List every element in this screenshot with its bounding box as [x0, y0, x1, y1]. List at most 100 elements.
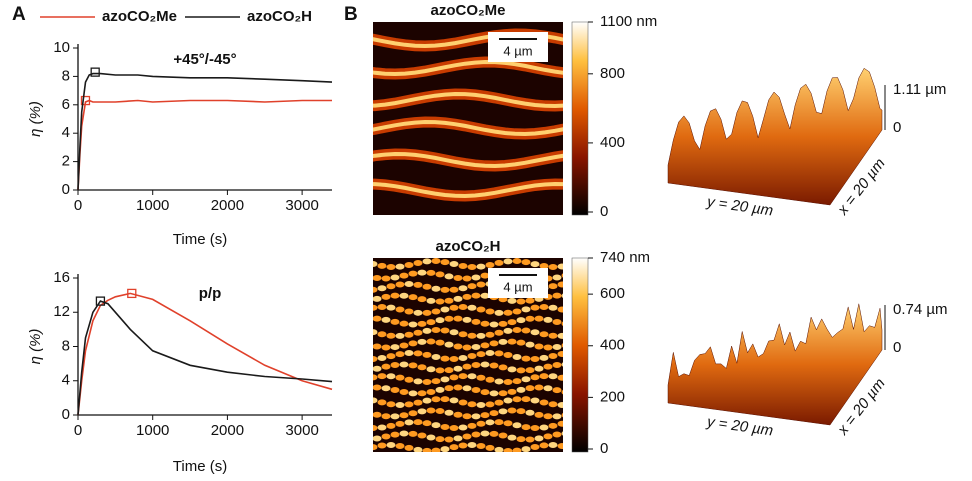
dot	[381, 385, 391, 392]
y-tick-label: 6	[62, 96, 70, 113]
dot	[449, 261, 459, 268]
dot	[377, 399, 387, 406]
dot	[413, 259, 423, 266]
dot	[548, 401, 558, 408]
dot	[471, 413, 481, 420]
dot	[373, 444, 378, 451]
dot	[458, 285, 468, 292]
dot	[431, 422, 441, 429]
dot	[485, 261, 495, 268]
dot	[373, 343, 382, 350]
dot	[458, 442, 468, 449]
dot	[485, 350, 495, 357]
dot	[435, 386, 445, 393]
legend-label: azoCO₂Me	[102, 8, 177, 25]
y-axis-label: η (%)	[27, 101, 44, 137]
colorbar-tick-label: 0	[600, 440, 608, 457]
dot	[453, 435, 463, 442]
dot	[489, 410, 499, 417]
y-tick-label: 0	[62, 406, 70, 423]
dot	[525, 315, 535, 322]
dot	[404, 308, 414, 315]
dot	[498, 320, 508, 327]
dot	[485, 376, 495, 383]
dot	[561, 273, 563, 278]
dot	[480, 292, 490, 299]
dot	[453, 384, 463, 391]
dot	[408, 321, 418, 328]
dot	[561, 431, 563, 436]
y-tick-label: 10	[53, 39, 70, 56]
dot	[404, 331, 414, 338]
dot	[395, 420, 405, 427]
dot	[543, 413, 553, 420]
colorbar-tick-label: 800	[600, 65, 625, 82]
dot	[413, 399, 423, 406]
dot	[386, 422, 396, 429]
dot	[516, 436, 526, 443]
dot	[386, 442, 396, 449]
dot	[471, 344, 481, 351]
dot	[507, 319, 517, 326]
dot	[485, 401, 495, 408]
dot	[381, 433, 391, 440]
dot	[476, 401, 486, 408]
dot	[557, 332, 563, 339]
dot	[413, 329, 423, 336]
dot	[467, 263, 477, 270]
scale-label: 4 µm	[503, 279, 532, 294]
dot	[395, 306, 405, 313]
dot	[507, 434, 517, 441]
dot	[453, 411, 463, 418]
dot	[426, 388, 436, 395]
dot	[476, 306, 486, 313]
dot	[373, 435, 382, 442]
dot	[440, 259, 450, 266]
dot	[373, 411, 382, 418]
dot	[530, 355, 540, 362]
y-tick-label: 0	[62, 181, 70, 198]
dot	[476, 263, 486, 270]
dot	[399, 292, 409, 299]
dot	[489, 321, 499, 328]
stripe	[373, 119, 563, 137]
dot	[557, 281, 563, 288]
dot	[373, 374, 378, 381]
dot	[498, 338, 508, 345]
dot	[390, 362, 400, 369]
dot	[516, 367, 526, 374]
x-tick-label: 2000	[211, 422, 244, 439]
dot	[539, 331, 549, 338]
dot	[561, 362, 563, 367]
dot	[503, 447, 513, 452]
dot	[377, 304, 387, 311]
dot	[399, 361, 409, 368]
dot	[525, 297, 535, 304]
dot	[525, 436, 535, 443]
dot	[548, 422, 558, 429]
dot	[386, 304, 396, 311]
legend-label: azoCO₂H	[247, 8, 312, 25]
dot	[548, 332, 558, 339]
dot	[444, 367, 454, 374]
dot	[422, 378, 432, 385]
dot	[413, 419, 423, 426]
dot	[530, 374, 540, 381]
dot	[373, 397, 378, 404]
dot	[467, 422, 477, 429]
dot	[453, 315, 463, 322]
dot	[467, 353, 477, 360]
dot	[503, 378, 513, 385]
dot	[373, 329, 378, 336]
dot	[435, 317, 445, 324]
dot	[467, 283, 477, 290]
dot	[373, 286, 378, 293]
dot	[417, 364, 427, 371]
dot	[390, 344, 400, 351]
peak-marker	[90, 67, 100, 77]
dot	[543, 344, 553, 351]
dot	[426, 269, 436, 276]
dot	[373, 315, 382, 322]
dot	[539, 424, 549, 431]
dot	[561, 343, 563, 348]
